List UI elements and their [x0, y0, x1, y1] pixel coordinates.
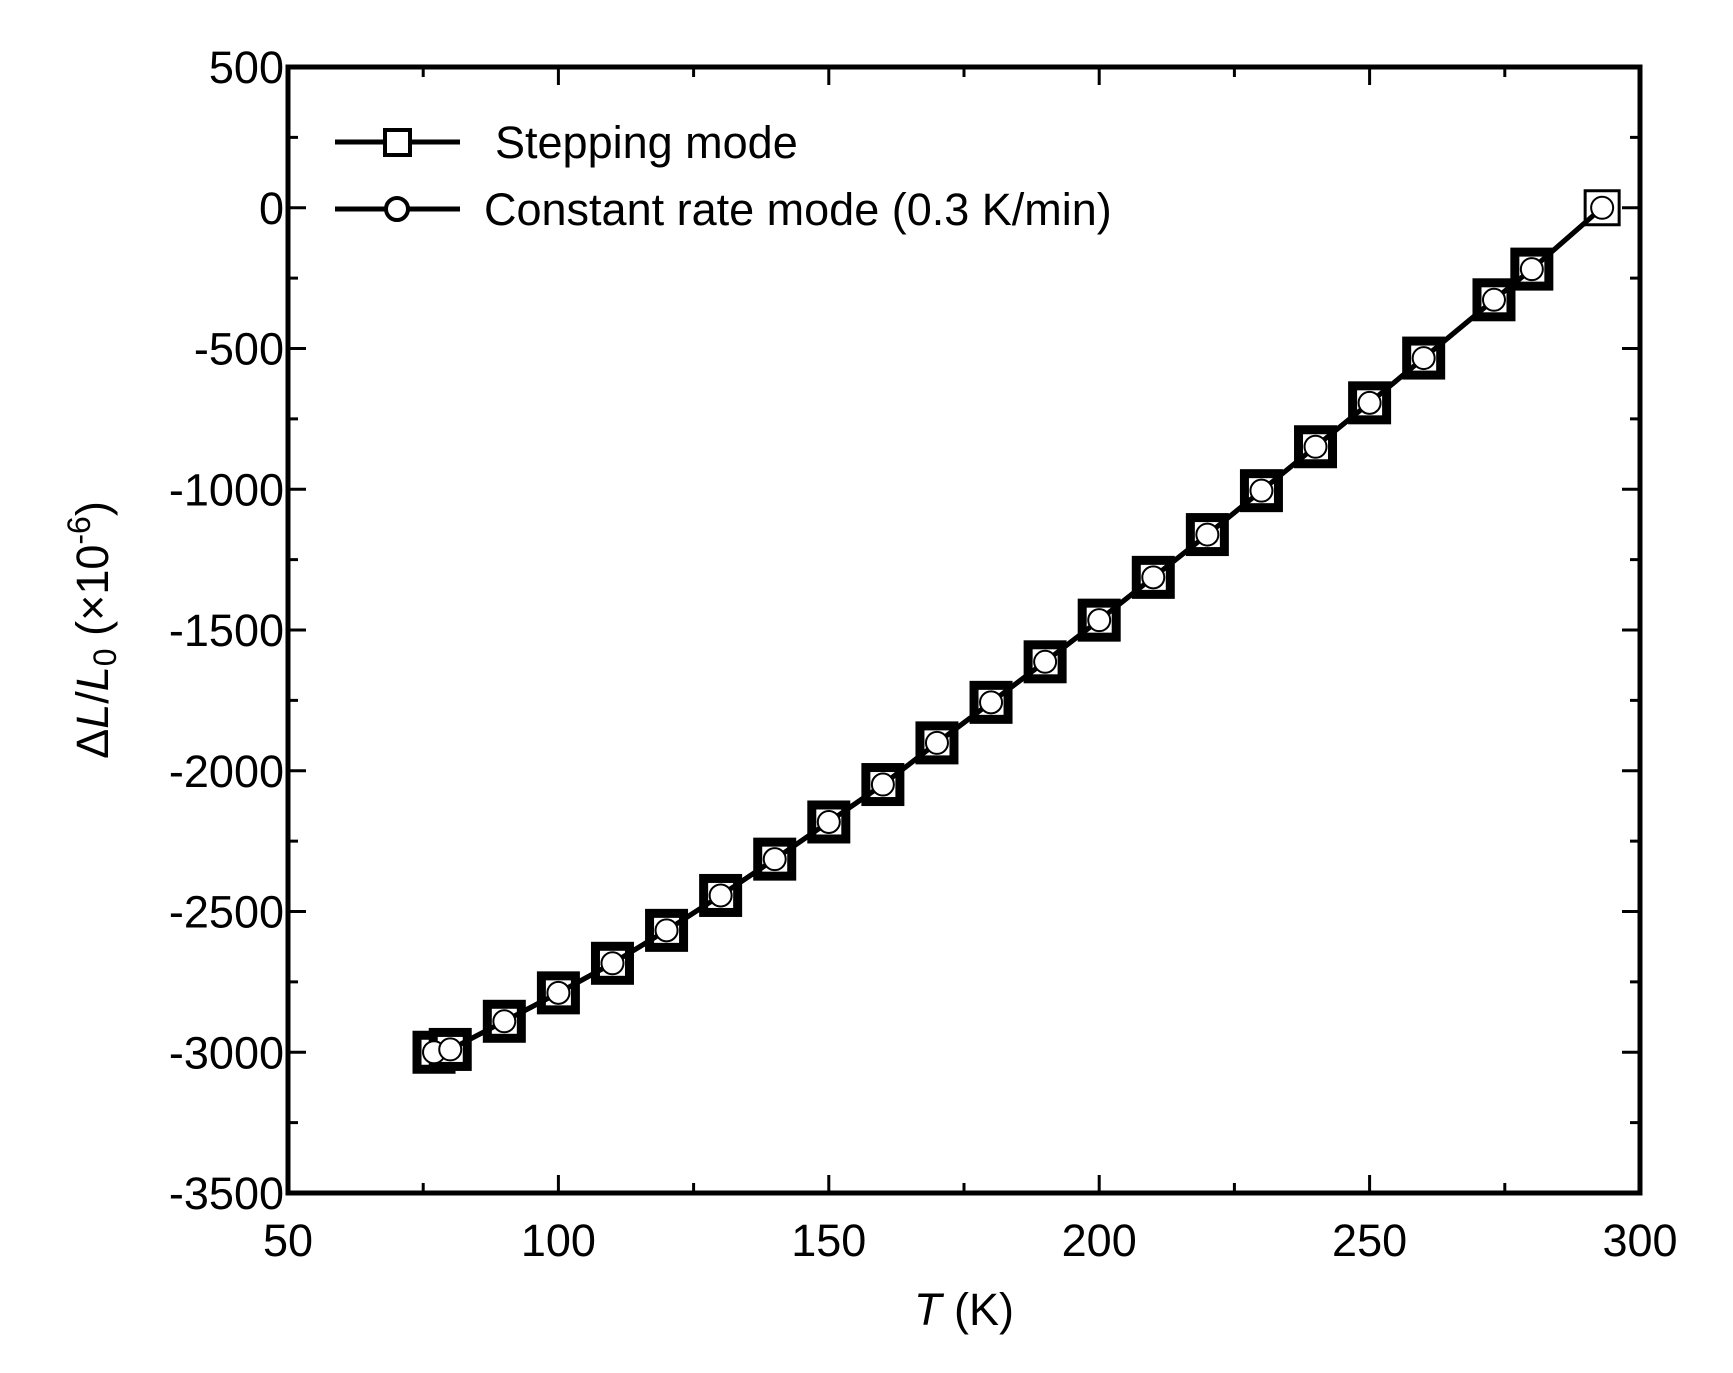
data-point-circle — [1411, 346, 1436, 371]
legend-label: Stepping mode — [495, 117, 798, 168]
data-point-circle — [600, 951, 625, 976]
series-group — [412, 189, 1621, 1074]
x-tick-label: 50 — [263, 1215, 313, 1266]
series-line — [433, 205, 1604, 1055]
y-tick-label: -3000 — [169, 1027, 284, 1078]
x-tick-label: 300 — [1602, 1215, 1677, 1266]
data-point-circle — [1249, 478, 1274, 503]
y-axis-label: ΔL/L0 (×10-6) — [61, 501, 123, 759]
data-point-circle — [708, 883, 733, 908]
plot-frame — [285, 64, 1643, 1196]
y-tick-label: -2000 — [169, 746, 284, 797]
legend-item-constant-rate: Constant rate mode (0.3 K/min) — [335, 184, 1112, 235]
data-point-circle — [654, 918, 679, 943]
data-point-circle — [979, 690, 1004, 715]
data-point-circle — [1519, 257, 1544, 282]
y-tick-label: 500 — [209, 42, 284, 93]
data-point-circle — [1033, 649, 1058, 674]
x-tick-label: 100 — [521, 1215, 596, 1266]
legend: Stepping mode Constant rate mode (0.3 K/… — [335, 117, 1112, 235]
legend-item-stepping: Stepping mode — [335, 117, 798, 168]
data-point-circle — [1141, 565, 1166, 590]
y-tick-label: 0 — [259, 183, 284, 234]
data-point-circle — [1195, 522, 1220, 547]
data-point-circle — [762, 847, 787, 872]
y-tick-label: -1500 — [169, 605, 284, 656]
data-point-circle — [1303, 434, 1328, 459]
data-point-circle — [1590, 195, 1615, 220]
data-point-circle — [438, 1037, 463, 1062]
legend-label: Constant rate mode (0.3 K/min) — [484, 184, 1112, 235]
data-point-circle — [870, 772, 895, 797]
y-tick-label: -2500 — [169, 887, 284, 938]
y-tick-label: -500 — [194, 324, 284, 375]
x-tick-label: 200 — [1062, 1215, 1137, 1266]
data-point-circle — [924, 730, 949, 755]
data-point-circle — [546, 980, 571, 1005]
data-point-circle — [816, 809, 841, 834]
series-circle — [422, 195, 1615, 1065]
x-axis-label: T (K) — [914, 1284, 1014, 1335]
y-tick-label: -1000 — [169, 464, 284, 515]
y-tick-label: -3500 — [169, 1168, 284, 1219]
x-tick-label: 250 — [1332, 1215, 1407, 1266]
x-tick-label: 150 — [791, 1215, 866, 1266]
data-point-circle — [1087, 608, 1112, 633]
tick-labels: 50 100 150 200 250 300 500 0 -500 -1000 -1500 -2000… — [169, 42, 1678, 1266]
legend-circle-marker — [384, 196, 410, 222]
series-line — [433, 205, 1604, 1055]
series-square — [412, 189, 1621, 1074]
data-point-circle — [492, 1009, 517, 1034]
data-point-circle — [1357, 390, 1382, 415]
data-point-circle — [1481, 287, 1506, 312]
legend-square-marker — [383, 128, 412, 157]
